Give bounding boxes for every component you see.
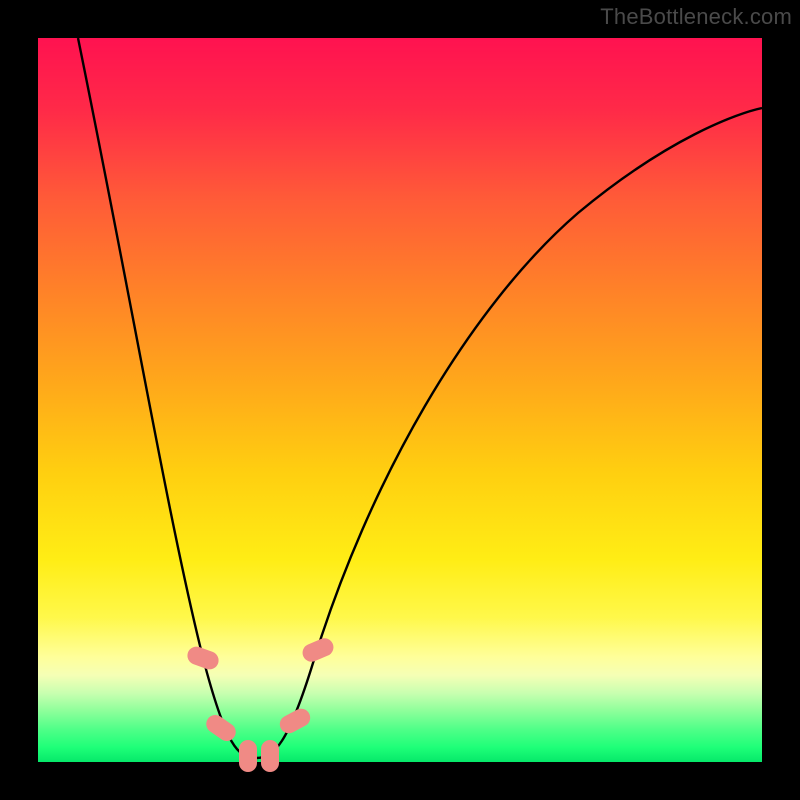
watermark-text: TheBottleneck.com [600,4,792,30]
curve [38,38,762,762]
curve-marker [239,740,257,772]
plot-area [38,38,762,762]
curve-marker [261,740,279,772]
